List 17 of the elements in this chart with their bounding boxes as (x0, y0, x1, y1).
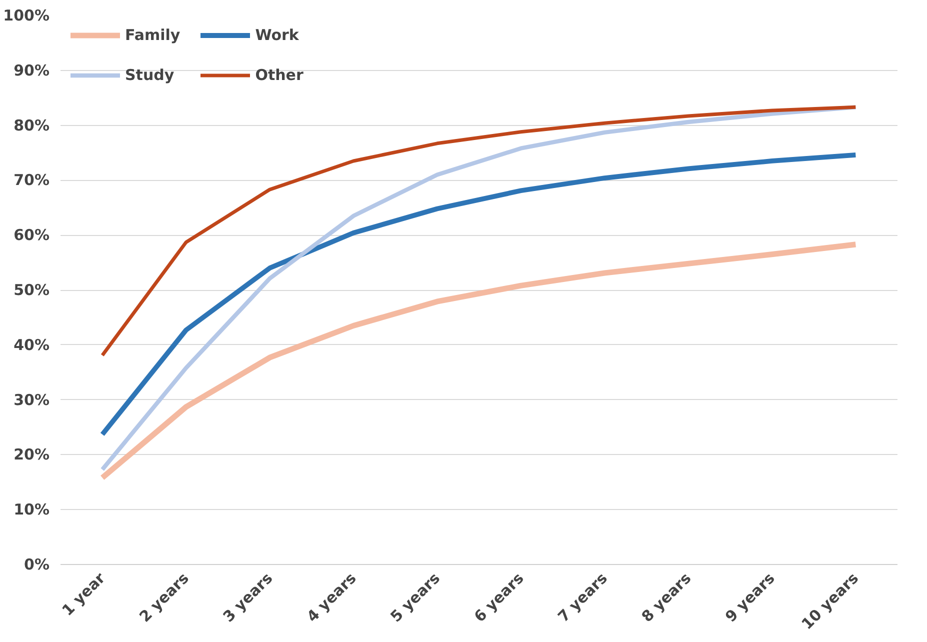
y-tick-label: 80% (14, 116, 50, 134)
y-tick-label: 90% (14, 61, 50, 80)
legend-label: Family (125, 26, 180, 44)
legend-label: Work (255, 26, 299, 44)
y-tick-label: 50% (14, 281, 50, 299)
y-tick-label: 60% (14, 226, 50, 244)
y-tick-label: 20% (14, 446, 50, 464)
line-series (100, 105, 858, 472)
y-tick-label: 30% (14, 390, 50, 409)
y-tick-label: 0% (24, 556, 50, 574)
line-series (100, 105, 858, 358)
y-tick-label: 40% (14, 336, 50, 354)
y-tick-label: 100% (3, 6, 50, 24)
y-tick-label: 70% (14, 171, 50, 190)
legend-label: Study (125, 66, 174, 84)
legend-label: Other (255, 66, 304, 84)
y-tick-label: 10% (14, 500, 50, 519)
